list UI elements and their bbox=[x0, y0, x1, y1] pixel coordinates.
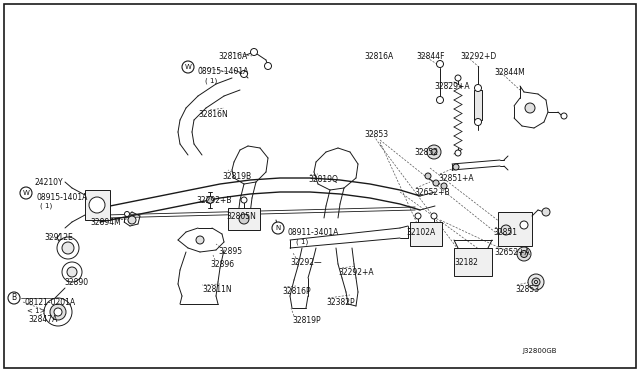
Text: 32819P: 32819P bbox=[292, 316, 321, 325]
Text: 32853: 32853 bbox=[364, 130, 388, 139]
Circle shape bbox=[528, 274, 544, 290]
Text: 32292—: 32292— bbox=[290, 258, 322, 267]
Circle shape bbox=[125, 212, 129, 217]
Circle shape bbox=[441, 183, 447, 189]
Text: 32816A: 32816A bbox=[218, 52, 247, 61]
Circle shape bbox=[431, 149, 437, 155]
Circle shape bbox=[474, 84, 481, 92]
Text: 32896: 32896 bbox=[210, 260, 234, 269]
Circle shape bbox=[433, 180, 439, 186]
Text: ( 1): ( 1) bbox=[40, 202, 52, 208]
Text: 32652+A: 32652+A bbox=[494, 248, 530, 257]
Circle shape bbox=[128, 216, 136, 224]
Text: 32382P: 32382P bbox=[326, 298, 355, 307]
Bar bbox=[474, 90, 482, 120]
Text: < 1>: < 1> bbox=[27, 308, 45, 314]
Circle shape bbox=[250, 48, 257, 55]
Text: 08911-3401A: 08911-3401A bbox=[288, 228, 339, 237]
Circle shape bbox=[453, 164, 459, 170]
Text: 32890: 32890 bbox=[64, 278, 88, 287]
Circle shape bbox=[57, 237, 79, 259]
Text: W: W bbox=[184, 64, 191, 70]
Text: 32292+B: 32292+B bbox=[196, 196, 232, 205]
Circle shape bbox=[532, 278, 540, 286]
Text: 32292+D: 32292+D bbox=[460, 52, 496, 61]
Circle shape bbox=[182, 61, 194, 73]
Circle shape bbox=[517, 247, 531, 261]
Circle shape bbox=[196, 236, 204, 244]
Text: 32912E: 32912E bbox=[44, 233, 73, 242]
Text: ( 1): ( 1) bbox=[296, 238, 308, 244]
Text: ( 1): ( 1) bbox=[205, 77, 217, 83]
Text: 32102A: 32102A bbox=[406, 228, 435, 237]
Circle shape bbox=[561, 113, 567, 119]
Circle shape bbox=[474, 119, 481, 125]
Circle shape bbox=[89, 197, 105, 213]
Text: 32847A: 32847A bbox=[28, 315, 58, 324]
Bar bbox=[410, 222, 442, 246]
Text: 32816P: 32816P bbox=[282, 287, 310, 296]
Circle shape bbox=[241, 71, 248, 77]
Text: 32852: 32852 bbox=[414, 148, 438, 157]
Circle shape bbox=[427, 145, 441, 159]
Circle shape bbox=[8, 292, 20, 304]
Text: 32819B: 32819B bbox=[222, 172, 251, 181]
Circle shape bbox=[50, 304, 66, 320]
Text: W: W bbox=[22, 190, 29, 196]
Text: 32182: 32182 bbox=[454, 258, 478, 267]
Text: 08121-0201A: 08121-0201A bbox=[24, 298, 75, 307]
Circle shape bbox=[431, 213, 437, 219]
Text: 32811N: 32811N bbox=[202, 285, 232, 294]
Circle shape bbox=[241, 197, 247, 203]
Text: 08915-1401A: 08915-1401A bbox=[198, 67, 250, 76]
Circle shape bbox=[67, 267, 77, 277]
Circle shape bbox=[62, 262, 82, 282]
Circle shape bbox=[54, 308, 62, 316]
Text: 32819Q: 32819Q bbox=[308, 175, 338, 184]
Text: 32805N: 32805N bbox=[226, 212, 256, 221]
Text: 32894M: 32894M bbox=[90, 218, 121, 227]
Text: 32851+A: 32851+A bbox=[438, 174, 474, 183]
Text: 32851: 32851 bbox=[493, 228, 517, 237]
Text: 24210Y: 24210Y bbox=[34, 178, 63, 187]
Circle shape bbox=[534, 280, 538, 283]
Text: 32816N: 32816N bbox=[198, 110, 228, 119]
Text: 32292+A: 32292+A bbox=[338, 268, 374, 277]
Bar bbox=[228, 208, 260, 230]
Circle shape bbox=[44, 298, 72, 326]
Text: 08915-1401A: 08915-1401A bbox=[36, 193, 88, 202]
Text: 32816A: 32816A bbox=[364, 52, 393, 61]
Circle shape bbox=[264, 62, 271, 70]
Circle shape bbox=[239, 214, 249, 224]
Text: N: N bbox=[275, 225, 280, 231]
Circle shape bbox=[455, 150, 461, 156]
Circle shape bbox=[520, 250, 527, 257]
Circle shape bbox=[62, 242, 74, 254]
Text: J32800GB: J32800GB bbox=[522, 348, 557, 354]
Circle shape bbox=[425, 173, 431, 179]
Text: 32853: 32853 bbox=[515, 285, 539, 294]
Text: 32829+A: 32829+A bbox=[434, 82, 470, 91]
Circle shape bbox=[436, 61, 444, 67]
Bar bbox=[454, 248, 492, 276]
Bar bbox=[498, 212, 532, 246]
Circle shape bbox=[415, 213, 421, 219]
Circle shape bbox=[455, 75, 461, 81]
Circle shape bbox=[436, 96, 444, 103]
Circle shape bbox=[525, 103, 535, 113]
Text: 32844M: 32844M bbox=[494, 68, 525, 77]
Circle shape bbox=[207, 196, 214, 203]
Text: B: B bbox=[12, 294, 17, 302]
Text: 32652+B: 32652+B bbox=[414, 188, 450, 197]
Bar bbox=[85, 190, 110, 220]
Circle shape bbox=[272, 222, 284, 234]
Circle shape bbox=[520, 221, 528, 229]
Text: 32895: 32895 bbox=[218, 247, 242, 256]
Circle shape bbox=[20, 187, 32, 199]
Text: 32844F: 32844F bbox=[416, 52, 445, 61]
Circle shape bbox=[501, 225, 511, 235]
Circle shape bbox=[542, 208, 550, 216]
